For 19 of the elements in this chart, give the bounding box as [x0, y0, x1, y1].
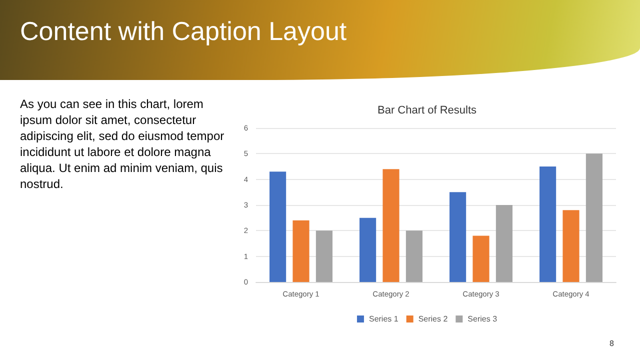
bar: [540, 166, 556, 282]
bar: [450, 192, 466, 282]
bar: [360, 218, 376, 282]
text: As you can see in this chart, lorem ipsum dolor sit amet, consectetur adipiscing elit, sed do eiusmod tempor incididunt ut labore et dolore magna aliqua. Ut enim ad minim veniam, quis nostrud.: [20, 96, 225, 192]
bar: [496, 205, 512, 282]
bar: [292, 220, 310, 282]
bar: [382, 169, 400, 282]
legend-label: Series 1: [368, 314, 399, 324]
bar: [406, 230, 422, 282]
text: Content with Caption Layout: [20, 16, 347, 47]
legend-label: Series 3: [468, 314, 498, 324]
bar: [586, 154, 602, 282]
bar: [472, 236, 490, 282]
bar: [270, 172, 286, 282]
legend-label: Series 2: [418, 314, 448, 324]
bar: [562, 210, 580, 282]
text: 8: [610, 339, 614, 348]
bar: [316, 230, 332, 282]
chart-title: Bar Chart of Results: [377, 104, 478, 116]
